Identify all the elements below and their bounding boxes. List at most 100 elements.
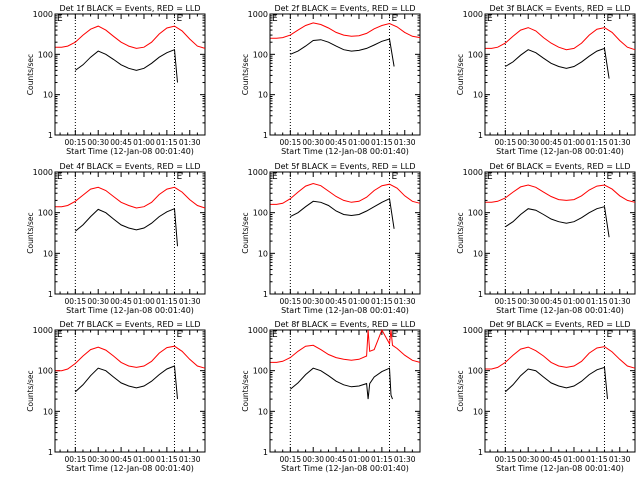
x-tick-label: 00:30 bbox=[87, 455, 109, 464]
x-axis-label: Start Time (12-Jan-08 00:01:40) bbox=[496, 306, 624, 315]
x-tick-label: 01:30 bbox=[609, 455, 631, 464]
y-tick-label: 1000 bbox=[248, 10, 268, 19]
x-axis-label: Start Time (12-Jan-08 00:01:40) bbox=[66, 147, 194, 156]
plot-frame bbox=[54, 13, 206, 136]
y-axis-label: Counts/sec bbox=[456, 370, 465, 411]
y-tick-label: 100 bbox=[253, 367, 268, 376]
plot-frame bbox=[54, 329, 206, 453]
y-tick-label: 1000 bbox=[248, 326, 268, 335]
x-tick-label: 00:15 bbox=[280, 455, 302, 464]
edge-label: E bbox=[391, 330, 397, 340]
plot-frame bbox=[54, 171, 206, 295]
y-tick-label: 10 bbox=[258, 249, 268, 258]
x-tick-label: 01:30 bbox=[609, 297, 631, 306]
edge-label: E bbox=[57, 14, 63, 24]
x-tick-label: 01:30 bbox=[394, 138, 416, 147]
edge-label: E bbox=[391, 14, 397, 24]
x-tick-label: 01:00 bbox=[133, 297, 155, 306]
x-tick-label: 01:00 bbox=[133, 138, 155, 147]
edge-label: E bbox=[272, 14, 278, 24]
x-tick-label: 01:30 bbox=[179, 297, 201, 306]
x-tick-label: 00:45 bbox=[540, 138, 562, 147]
x-tick-label: 00:15 bbox=[495, 138, 517, 147]
chart-panel-4: 1 10 100 1000 00:15 00:30 00:45 01:00 01:15 01:30… bbox=[26, 162, 206, 315]
y-axis-label: Counts/sec bbox=[241, 54, 250, 95]
x-axis-ticks bbox=[489, 14, 628, 135]
series-events-line bbox=[290, 197, 395, 229]
chart-panel-1: 1 10 100 1000 00:15 00:30 00:45 01:00 01:15 01:30… bbox=[26, 4, 206, 156]
x-axis-label: Start Time (12-Jan-08 00:01:40) bbox=[66, 306, 194, 315]
edge-label: E bbox=[176, 172, 182, 182]
y-tick-label: 1 bbox=[478, 290, 483, 299]
y-tick-label: 100 bbox=[253, 209, 268, 218]
y-axis-label: Counts/sec bbox=[241, 370, 250, 411]
series-events-line bbox=[74, 207, 178, 247]
x-tick-label: 01:30 bbox=[179, 138, 201, 147]
y-axis-label: Counts/sec bbox=[456, 212, 465, 253]
y-tick-label: 10 bbox=[473, 249, 483, 258]
x-tick-label: 00:15 bbox=[495, 455, 517, 464]
y-tick-label: 100 bbox=[468, 209, 483, 218]
edge-label: E bbox=[57, 330, 63, 340]
series-events-line bbox=[74, 365, 178, 400]
edge-label: E bbox=[487, 172, 493, 182]
x-tick-label: 00:15 bbox=[280, 297, 302, 306]
y-axis-label: Counts/sec bbox=[26, 370, 35, 411]
y-axis-ticks bbox=[55, 173, 205, 295]
x-tick-label: 01:30 bbox=[609, 138, 631, 147]
chart-panel-3: 1 10 100 1000 00:15 00:30 00:45 01:00 01:15 01:30… bbox=[456, 4, 636, 156]
series-lld-line bbox=[485, 27, 636, 51]
y-tick-label: 10 bbox=[258, 407, 268, 416]
y-tick-label: 1000 bbox=[33, 10, 53, 19]
series-events-line bbox=[505, 47, 610, 79]
series-lld-line bbox=[485, 346, 636, 370]
chart-panel-6: 1 10 100 1000 00:15 00:30 00:45 01:00 01:15 01:30… bbox=[456, 162, 636, 315]
chart-panel-9: 1 10 100 1000 00:15 00:30 00:45 01:00 01:15 01:30… bbox=[456, 320, 636, 473]
x-tick-label: 01:30 bbox=[394, 297, 416, 306]
x-tick-label: 01:15 bbox=[586, 297, 608, 306]
chart-title: Det 3f BLACK = Events, RED = LLD bbox=[489, 4, 630, 13]
y-tick-label: 10 bbox=[258, 91, 268, 100]
x-tick-label: 00:15 bbox=[65, 297, 87, 306]
y-tick-label: 10 bbox=[473, 407, 483, 416]
x-tick-label: 00:45 bbox=[540, 455, 562, 464]
x-tick-label: 00:45 bbox=[325, 455, 347, 464]
y-tick-label: 100 bbox=[253, 50, 268, 59]
edge-label: E bbox=[176, 14, 182, 24]
y-axis-label: Counts/sec bbox=[456, 54, 465, 95]
x-tick-label: 01:15 bbox=[156, 455, 178, 464]
x-tick-label: 00:15 bbox=[280, 138, 302, 147]
y-tick-label: 10 bbox=[473, 91, 483, 100]
series-lld-line bbox=[55, 345, 206, 372]
series-events-line bbox=[290, 38, 395, 67]
y-tick-label: 1 bbox=[478, 131, 483, 140]
x-tick-label: 00:30 bbox=[517, 138, 539, 147]
y-axis-ticks bbox=[485, 15, 635, 136]
chart-title: Det 4f BLACK = Events, RED = LLD bbox=[59, 162, 200, 171]
x-tick-label: 00:30 bbox=[302, 455, 324, 464]
x-tick-label: 00:30 bbox=[517, 455, 539, 464]
x-tick-label: 01:30 bbox=[179, 455, 201, 464]
y-tick-label: 1 bbox=[48, 131, 53, 140]
x-tick-label: 00:30 bbox=[517, 297, 539, 306]
x-tick-label: 01:00 bbox=[348, 297, 370, 306]
x-axis-ticks bbox=[489, 172, 628, 294]
x-tick-label: 01:00 bbox=[348, 455, 370, 464]
y-axis-ticks bbox=[270, 173, 420, 295]
chart-title: Det 6f BLACK = Events, RED = LLD bbox=[489, 162, 630, 171]
x-tick-label: 01:30 bbox=[394, 455, 416, 464]
chart-title: Det 7f BLACK = Events, RED = LLD bbox=[59, 320, 200, 329]
y-axis-label: Counts/sec bbox=[241, 212, 250, 253]
x-tick-label: 01:15 bbox=[586, 138, 608, 147]
x-tick-label: 00:45 bbox=[325, 297, 347, 306]
chart-title: Det 9f BLACK = Events, RED = LLD bbox=[489, 320, 630, 329]
y-tick-label: 1 bbox=[48, 448, 53, 457]
y-tick-label: 10 bbox=[43, 249, 53, 258]
y-axis-ticks bbox=[485, 331, 635, 453]
x-axis-ticks bbox=[274, 172, 413, 294]
series-lld-line bbox=[270, 328, 421, 363]
series-lld-line bbox=[485, 184, 636, 203]
x-tick-label: 00:45 bbox=[110, 297, 132, 306]
series-events-line bbox=[504, 366, 608, 400]
